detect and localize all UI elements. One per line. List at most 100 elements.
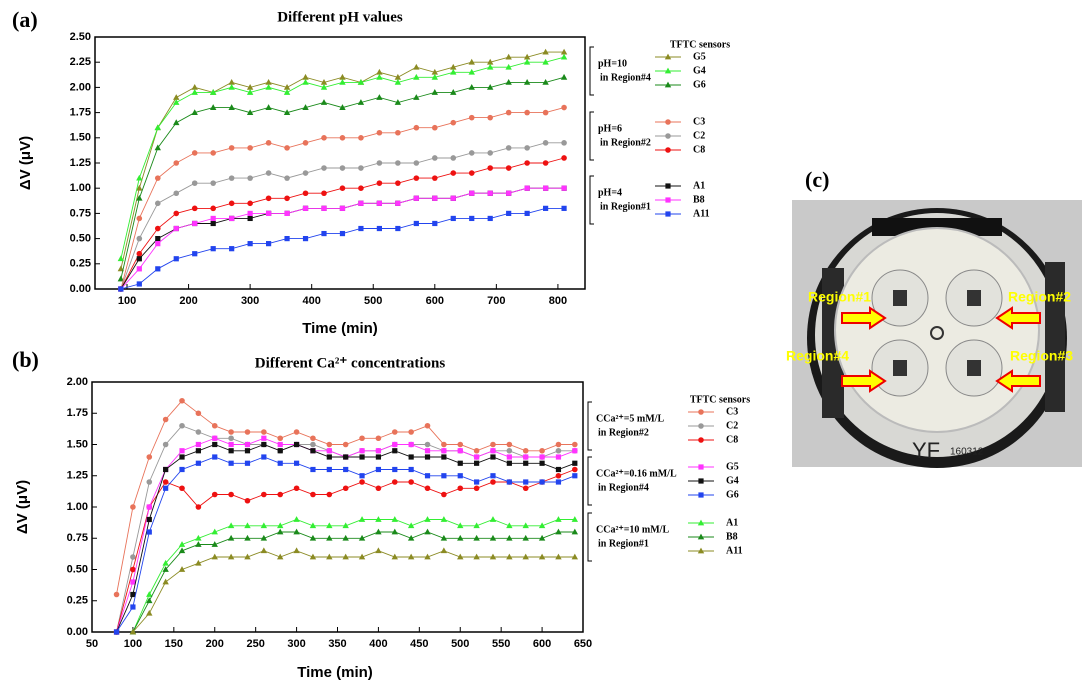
region-label: Region#1 [808, 289, 871, 305]
y-tick-label: 1.00 [70, 182, 91, 194]
marker [490, 479, 496, 485]
marker [468, 114, 475, 121]
arrow [995, 369, 1041, 393]
marker [244, 429, 251, 435]
bracket [589, 175, 594, 225]
chart: (b) Different Ca²⁺ concentrations Time (mi… [12, 347, 750, 681]
marker [195, 559, 202, 566]
marker [413, 73, 420, 80]
y-tick-label: 0.25 [67, 595, 88, 607]
x-tick-label: 450 [410, 638, 428, 650]
legend-label: A1 [726, 517, 738, 528]
marker [261, 429, 267, 435]
marker [191, 89, 198, 95]
marker [320, 78, 328, 85]
x-tick-label: 50 [86, 638, 98, 650]
marker [343, 454, 349, 460]
legend-label: C8 [726, 434, 738, 445]
marker [394, 73, 402, 80]
marker [342, 534, 349, 541]
marker [561, 155, 567, 161]
marker [146, 529, 152, 535]
marker [154, 175, 161, 181]
marker [154, 144, 161, 151]
marker [359, 448, 365, 454]
marker [146, 454, 153, 460]
series-line [120, 107, 565, 290]
marker [244, 497, 251, 504]
marker [321, 135, 327, 141]
marker [561, 185, 567, 191]
plate-code: 160312 [950, 447, 984, 458]
legend-label: C2 [726, 420, 738, 431]
marker [195, 460, 201, 466]
marker [505, 53, 512, 60]
marker [555, 472, 562, 479]
marker [523, 479, 529, 485]
marker [310, 491, 316, 498]
marker [178, 566, 186, 572]
marker [247, 215, 253, 222]
marker [339, 185, 346, 191]
marker [302, 104, 309, 110]
marker [179, 466, 185, 473]
marker [191, 205, 198, 212]
y-tick-label: 2.25 [70, 56, 91, 68]
marker [376, 180, 383, 186]
marker [431, 73, 438, 80]
marker [457, 441, 464, 448]
marker [572, 441, 578, 448]
annotation: in Region#2 [600, 137, 651, 148]
bracket [587, 456, 592, 506]
marker [542, 58, 549, 65]
legend-marker [697, 533, 705, 540]
marker [468, 170, 475, 176]
marker [228, 441, 234, 448]
marker [209, 104, 217, 110]
marker [173, 160, 180, 166]
marker [490, 473, 496, 479]
y-tick-label: 2.50 [70, 31, 91, 43]
series-line [116, 469, 575, 633]
marker [173, 256, 179, 262]
marker [358, 135, 364, 141]
marker [376, 129, 383, 136]
marker [326, 491, 333, 498]
marker [284, 236, 290, 242]
marker [560, 73, 568, 80]
marker [244, 460, 251, 466]
marker [173, 190, 180, 197]
panel-label: (a) [12, 7, 38, 32]
panel-label: (c) [805, 167, 829, 192]
marker [391, 528, 398, 535]
marker [474, 460, 480, 466]
marker [284, 175, 290, 181]
legend-marker [698, 423, 704, 429]
marker [342, 522, 349, 529]
legend-marker [665, 147, 671, 153]
marker [277, 522, 284, 529]
marker [302, 236, 309, 242]
marker [265, 241, 272, 247]
y-tick-label: 1.50 [70, 132, 91, 144]
marker [395, 225, 401, 232]
marker [487, 150, 494, 156]
marker [228, 429, 234, 435]
x-axis-label: Time (min) [302, 320, 378, 337]
marker [309, 522, 317, 529]
marker [375, 485, 382, 492]
marker [229, 246, 235, 252]
marker [375, 435, 382, 442]
x-tick-label: 600 [533, 638, 551, 650]
marker [247, 145, 253, 151]
marker [555, 441, 562, 448]
annotation: in Region#1 [598, 538, 649, 549]
marker [211, 491, 218, 498]
center-mark [930, 326, 944, 340]
marker [561, 140, 567, 146]
x-tick-label: 150 [165, 638, 183, 650]
marker [326, 454, 332, 460]
marker [407, 522, 415, 529]
marker [487, 58, 494, 65]
y-tick-label: 1.50 [67, 438, 88, 450]
